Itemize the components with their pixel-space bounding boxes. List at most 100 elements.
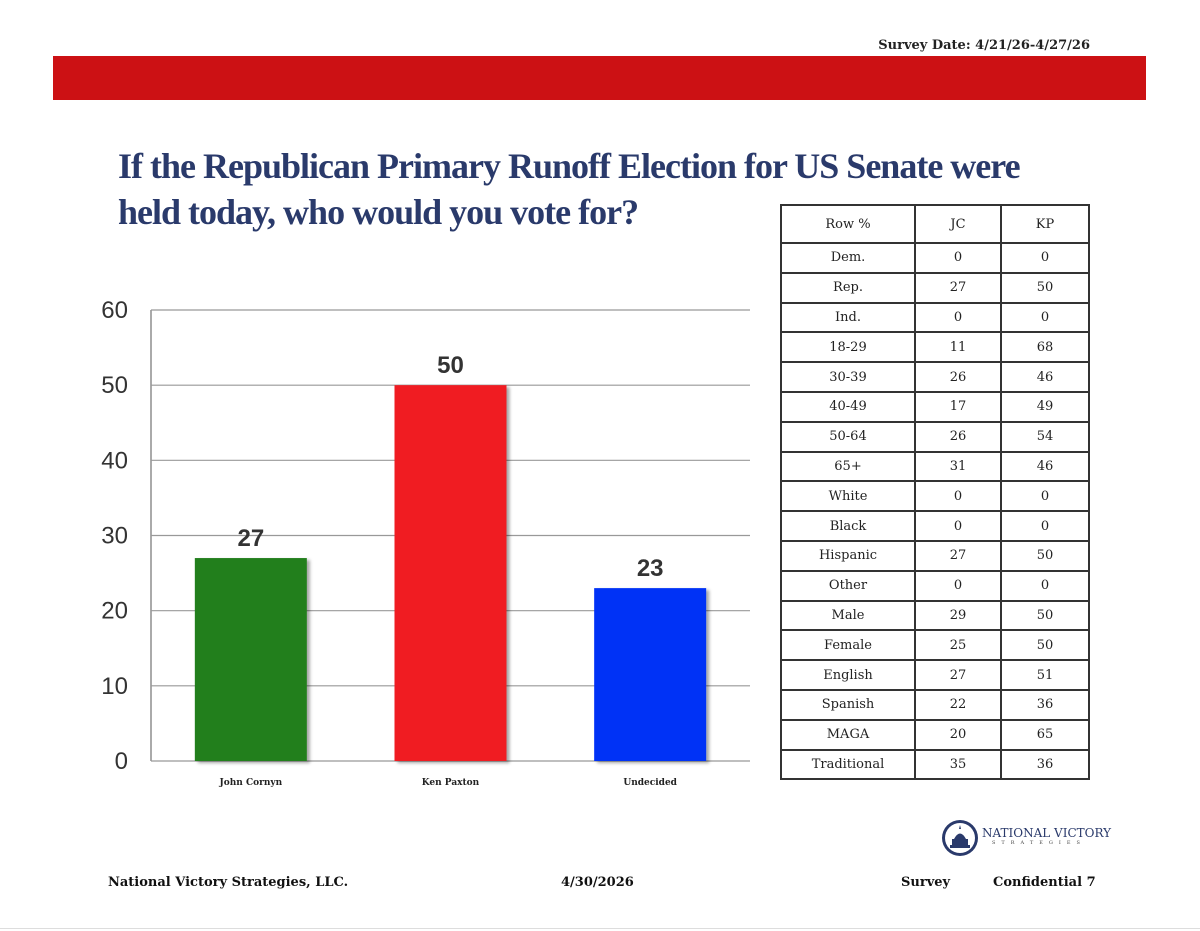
crosstab-cell-jc: 0 xyxy=(914,510,1002,542)
crosstab-cell-jc: 25 xyxy=(914,629,1002,662)
bar xyxy=(394,385,507,761)
crosstab-cell-kp: 65 xyxy=(1000,718,1090,751)
crosstab-row: Black 0 0 xyxy=(780,510,1090,542)
crosstab-cell-kp: 36 xyxy=(1000,748,1090,781)
crosstab-cell-jc: 0 xyxy=(914,301,1002,334)
crosstab-cell-jc: 20 xyxy=(914,718,1002,751)
crosstab-row: 50-64 26 54 xyxy=(780,420,1090,453)
crosstab-cell-kp: 50 xyxy=(1000,539,1090,572)
crosstab-row: Female 25 50 xyxy=(780,629,1090,662)
crosstab-cell-label: Rep. xyxy=(780,271,916,304)
crosstab-cell-label: 50-64 xyxy=(780,420,916,453)
bar xyxy=(594,588,707,761)
y-tick-label: 10 xyxy=(101,673,128,700)
crosstab-cell-jc: 17 xyxy=(914,390,1002,423)
slide-title: If the Republican Primary Runoff Electio… xyxy=(118,146,1021,232)
crosstab-cell-label: 30-39 xyxy=(780,361,916,393)
crosstab-cell-kp: 68 xyxy=(1000,331,1090,364)
crosstab-cell-label: MAGA xyxy=(780,718,916,751)
logo-name: NATIONAL VICTORY xyxy=(982,826,1112,840)
footer-label: Survey xyxy=(901,875,951,890)
crosstab-row: Ind. 0 0 xyxy=(780,301,1090,334)
crosstab-row: 65+ 31 46 xyxy=(780,450,1090,483)
footer-page: Confidential 7 xyxy=(993,875,1096,890)
crosstab-cell-kp: 50 xyxy=(1000,599,1090,632)
crosstab-cell-label: 65+ xyxy=(780,450,916,483)
crosstab-cell-jc: 11 xyxy=(914,331,1002,364)
crosstab-cell-jc: 26 xyxy=(914,361,1002,393)
crosstab-cell-label: Ind. xyxy=(780,301,916,334)
crosstab-cell-label: Other xyxy=(780,569,916,602)
crosstab-row: 40-49 17 49 xyxy=(780,390,1090,423)
crosstab-cell-jc: 29 xyxy=(914,599,1002,632)
crosstab-row: Dem. 0 0 xyxy=(780,242,1090,274)
crosstab-cell-kp: 46 xyxy=(1000,450,1090,483)
crosstab-header-row: Row % JC KP xyxy=(780,204,1090,244)
crosstab-cell-jc: 27 xyxy=(914,271,1002,304)
header-accent-bar xyxy=(53,56,1146,100)
national-victory-logo: NATIONAL VICTORY STRATEGIES xyxy=(940,818,1112,858)
crosstab-cell-jc: 0 xyxy=(914,480,1002,513)
crosstab-header-jc: JC xyxy=(914,204,1002,244)
crosstab-table: Row % JC KP Dem. 0 0 Rep. 27 50 Ind. 0 0 18-29 11 6… xyxy=(780,204,1090,781)
crosstab-cell-label: Spanish xyxy=(780,688,916,721)
crosstab-row: 30-39 26 46 xyxy=(780,361,1090,393)
crosstab-cell-jc: 27 xyxy=(914,539,1002,572)
x-category-label: Undecided xyxy=(623,778,677,788)
crosstab-cell-kp: 0 xyxy=(1000,301,1090,334)
crosstab-cell-kp: 0 xyxy=(1000,242,1090,274)
crosstab-cell-jc: 31 xyxy=(914,450,1002,483)
crosstab-cell-kp: 49 xyxy=(1000,390,1090,423)
crosstab-row: MAGA 20 65 xyxy=(780,718,1090,751)
survey-date: Survey Date: 4/21/26-4/27/26 xyxy=(878,38,1090,53)
crosstab-cell-jc: 22 xyxy=(914,688,1002,721)
crosstab-cell-jc: 27 xyxy=(914,659,1002,691)
y-tick-label: 50 xyxy=(101,372,128,399)
crosstab-cell-kp: 36 xyxy=(1000,688,1090,721)
crosstab-row: English 27 51 xyxy=(780,659,1090,691)
crosstab-cell-label: 40-49 xyxy=(780,390,916,423)
crosstab-cell-kp: 0 xyxy=(1000,569,1090,602)
crosstab-cell-kp: 46 xyxy=(1000,361,1090,393)
bar-chart: 0 10 20 30 40 50 60 27 John Cornyn 50 Ken Paxton 23… xyxy=(101,297,750,788)
data-label: 23 xyxy=(637,555,664,582)
crosstab-cell-jc: 0 xyxy=(914,242,1002,274)
y-tick-label: 0 xyxy=(115,748,128,775)
crosstab-cell-label: Traditional xyxy=(780,748,916,781)
crosstab-row: Other 0 0 xyxy=(780,569,1090,602)
crosstab-row: Male 29 50 xyxy=(780,599,1090,632)
y-tick-label: 40 xyxy=(101,447,128,474)
crosstab-cell-label: Female xyxy=(780,629,916,662)
crosstab-cell-label: Hispanic xyxy=(780,539,916,572)
bar xyxy=(194,558,307,761)
crosstab-cell-kp: 50 xyxy=(1000,271,1090,304)
footer-date: 4/30/2026 xyxy=(561,875,634,890)
crosstab-cell-kp: 0 xyxy=(1000,510,1090,542)
crosstab-row: Rep. 27 50 xyxy=(780,271,1090,304)
crosstab-cell-kp: 0 xyxy=(1000,480,1090,513)
data-label: 50 xyxy=(437,352,464,379)
crosstab-cell-kp: 50 xyxy=(1000,629,1090,662)
y-tick-label: 30 xyxy=(101,523,128,550)
crosstab-cell-label: Male xyxy=(780,599,916,632)
crosstab-row: Spanish 22 36 xyxy=(780,688,1090,721)
crosstab-cell-label: English xyxy=(780,659,916,691)
crosstab-row: 18-29 11 68 xyxy=(780,331,1090,364)
capitol-dome-icon xyxy=(942,820,978,856)
crosstab-cell-label: Dem. xyxy=(780,242,916,274)
crosstab-row: Traditional 35 36 xyxy=(780,748,1090,781)
crosstab-cell-kp: 54 xyxy=(1000,420,1090,453)
data-label: 27 xyxy=(237,525,264,552)
x-category-label: John Cornyn xyxy=(218,778,282,788)
y-tick-label: 60 xyxy=(101,297,128,324)
crosstab-cell-label: White xyxy=(780,480,916,513)
x-category-label: Ken Paxton xyxy=(422,778,480,788)
crosstab-cell-jc: 26 xyxy=(914,420,1002,453)
y-tick-label: 20 xyxy=(101,598,128,625)
footer-company: National Victory Strategies, LLC. xyxy=(108,875,349,890)
bottom-divider xyxy=(0,928,1200,929)
crosstab-cell-jc: 0 xyxy=(914,569,1002,602)
crosstab-row: White 0 0 xyxy=(780,480,1090,513)
crosstab-row: Hispanic 27 50 xyxy=(780,539,1090,572)
crosstab-header-row-pct: Row % xyxy=(780,204,916,244)
